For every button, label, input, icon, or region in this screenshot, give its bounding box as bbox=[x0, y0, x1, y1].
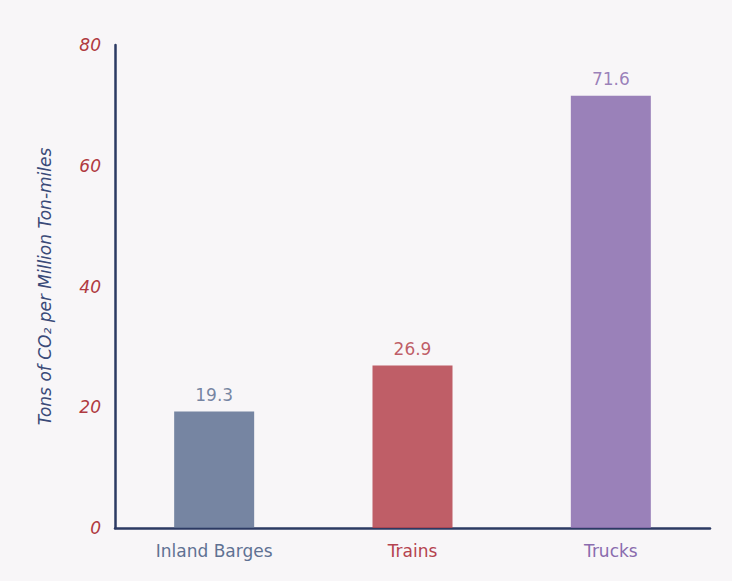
svg-text:60: 60 bbox=[79, 156, 101, 176]
svg-text:Trucks: Trucks bbox=[583, 541, 638, 561]
svg-text:Tons of CO₂ per Million Ton-mi: Tons of CO₂ per Million Ton-miles bbox=[35, 148, 55, 426]
svg-text:26.9: 26.9 bbox=[394, 339, 432, 359]
svg-text:20: 20 bbox=[79, 397, 101, 417]
svg-text:0: 0 bbox=[90, 518, 101, 538]
svg-text:80: 80 bbox=[79, 35, 101, 55]
svg-text:19.3: 19.3 bbox=[195, 385, 233, 405]
svg-text:40: 40 bbox=[79, 277, 101, 297]
svg-text:71.6: 71.6 bbox=[592, 69, 630, 89]
svg-text:Trains: Trains bbox=[387, 541, 438, 561]
svg-text:Inland Barges: Inland Barges bbox=[156, 541, 273, 561]
